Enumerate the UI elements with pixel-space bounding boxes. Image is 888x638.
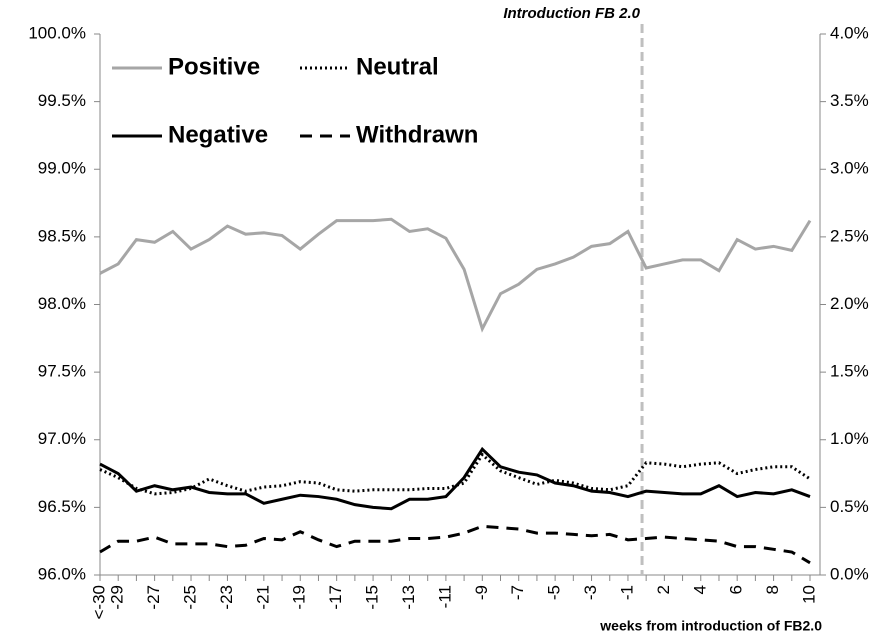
- y-tick-label: 98.5%: [38, 226, 86, 245]
- x-tick-label: -27: [144, 585, 163, 610]
- y2-tick-label: 1.0%: [830, 429, 869, 448]
- x-tick-label: -9: [472, 585, 491, 600]
- x-tick-label: 8: [763, 585, 782, 594]
- x-tick-label: 2: [654, 585, 673, 594]
- x-tick-label: -29: [108, 585, 127, 610]
- x-tick-label: -13: [399, 585, 418, 610]
- legend-label: Neutral: [356, 53, 439, 80]
- x-tick-label: -25: [181, 585, 200, 610]
- x-tick-label: -15: [363, 585, 382, 610]
- legend-label: Withdrawn: [356, 121, 478, 148]
- x-tick-label: -5: [545, 585, 564, 600]
- y2-tick-label: 1.5%: [830, 362, 869, 381]
- x-tick-label: -7: [508, 585, 527, 600]
- y2-tick-label: 2.5%: [830, 226, 869, 245]
- y2-tick-label: 3.5%: [830, 91, 869, 110]
- y-tick-label: 99.5%: [38, 91, 86, 110]
- x-tick-label: -3: [581, 585, 600, 600]
- series-line: [99, 524, 811, 565]
- x-tick-label: <-30: [89, 585, 108, 620]
- series-line: [99, 446, 811, 511]
- y2-tick-label: 0.0%: [830, 564, 869, 583]
- x-tick-label: 4: [690, 585, 709, 594]
- series-line: [99, 217, 812, 333]
- y2-tick-label: 4.0%: [830, 23, 869, 42]
- x-tick-label: -17: [326, 585, 345, 610]
- y-tick-label: 99.0%: [38, 159, 86, 178]
- y-tick-label: 98.0%: [38, 294, 86, 313]
- x-tick-label: 6: [727, 585, 746, 594]
- x-axis-label: weeks from introduction of FB2.0: [599, 618, 822, 634]
- y-tick-label: 100.0%: [28, 23, 86, 42]
- y2-tick-label: 2.0%: [830, 294, 869, 313]
- y2-tick-label: 3.0%: [830, 159, 869, 178]
- x-tick-label: -1: [617, 585, 636, 600]
- legend-label: Negative: [168, 121, 268, 148]
- y-tick-label: 97.0%: [38, 429, 86, 448]
- y-tick-label: 97.5%: [38, 362, 86, 381]
- y-tick-label: 96.0%: [38, 564, 86, 583]
- x-tick-label: -19: [290, 585, 309, 610]
- annotation: Introduction FB 2.0: [503, 5, 640, 22]
- y2-tick-label: 0.5%: [830, 497, 869, 516]
- y-tick-label: 96.5%: [38, 497, 86, 516]
- x-tick-label: 10: [799, 585, 818, 604]
- x-tick-label: -11: [435, 585, 454, 608]
- legend-label: Positive: [168, 53, 260, 80]
- x-tick-label: -23: [217, 585, 236, 610]
- x-tick-label: -21: [253, 585, 272, 610]
